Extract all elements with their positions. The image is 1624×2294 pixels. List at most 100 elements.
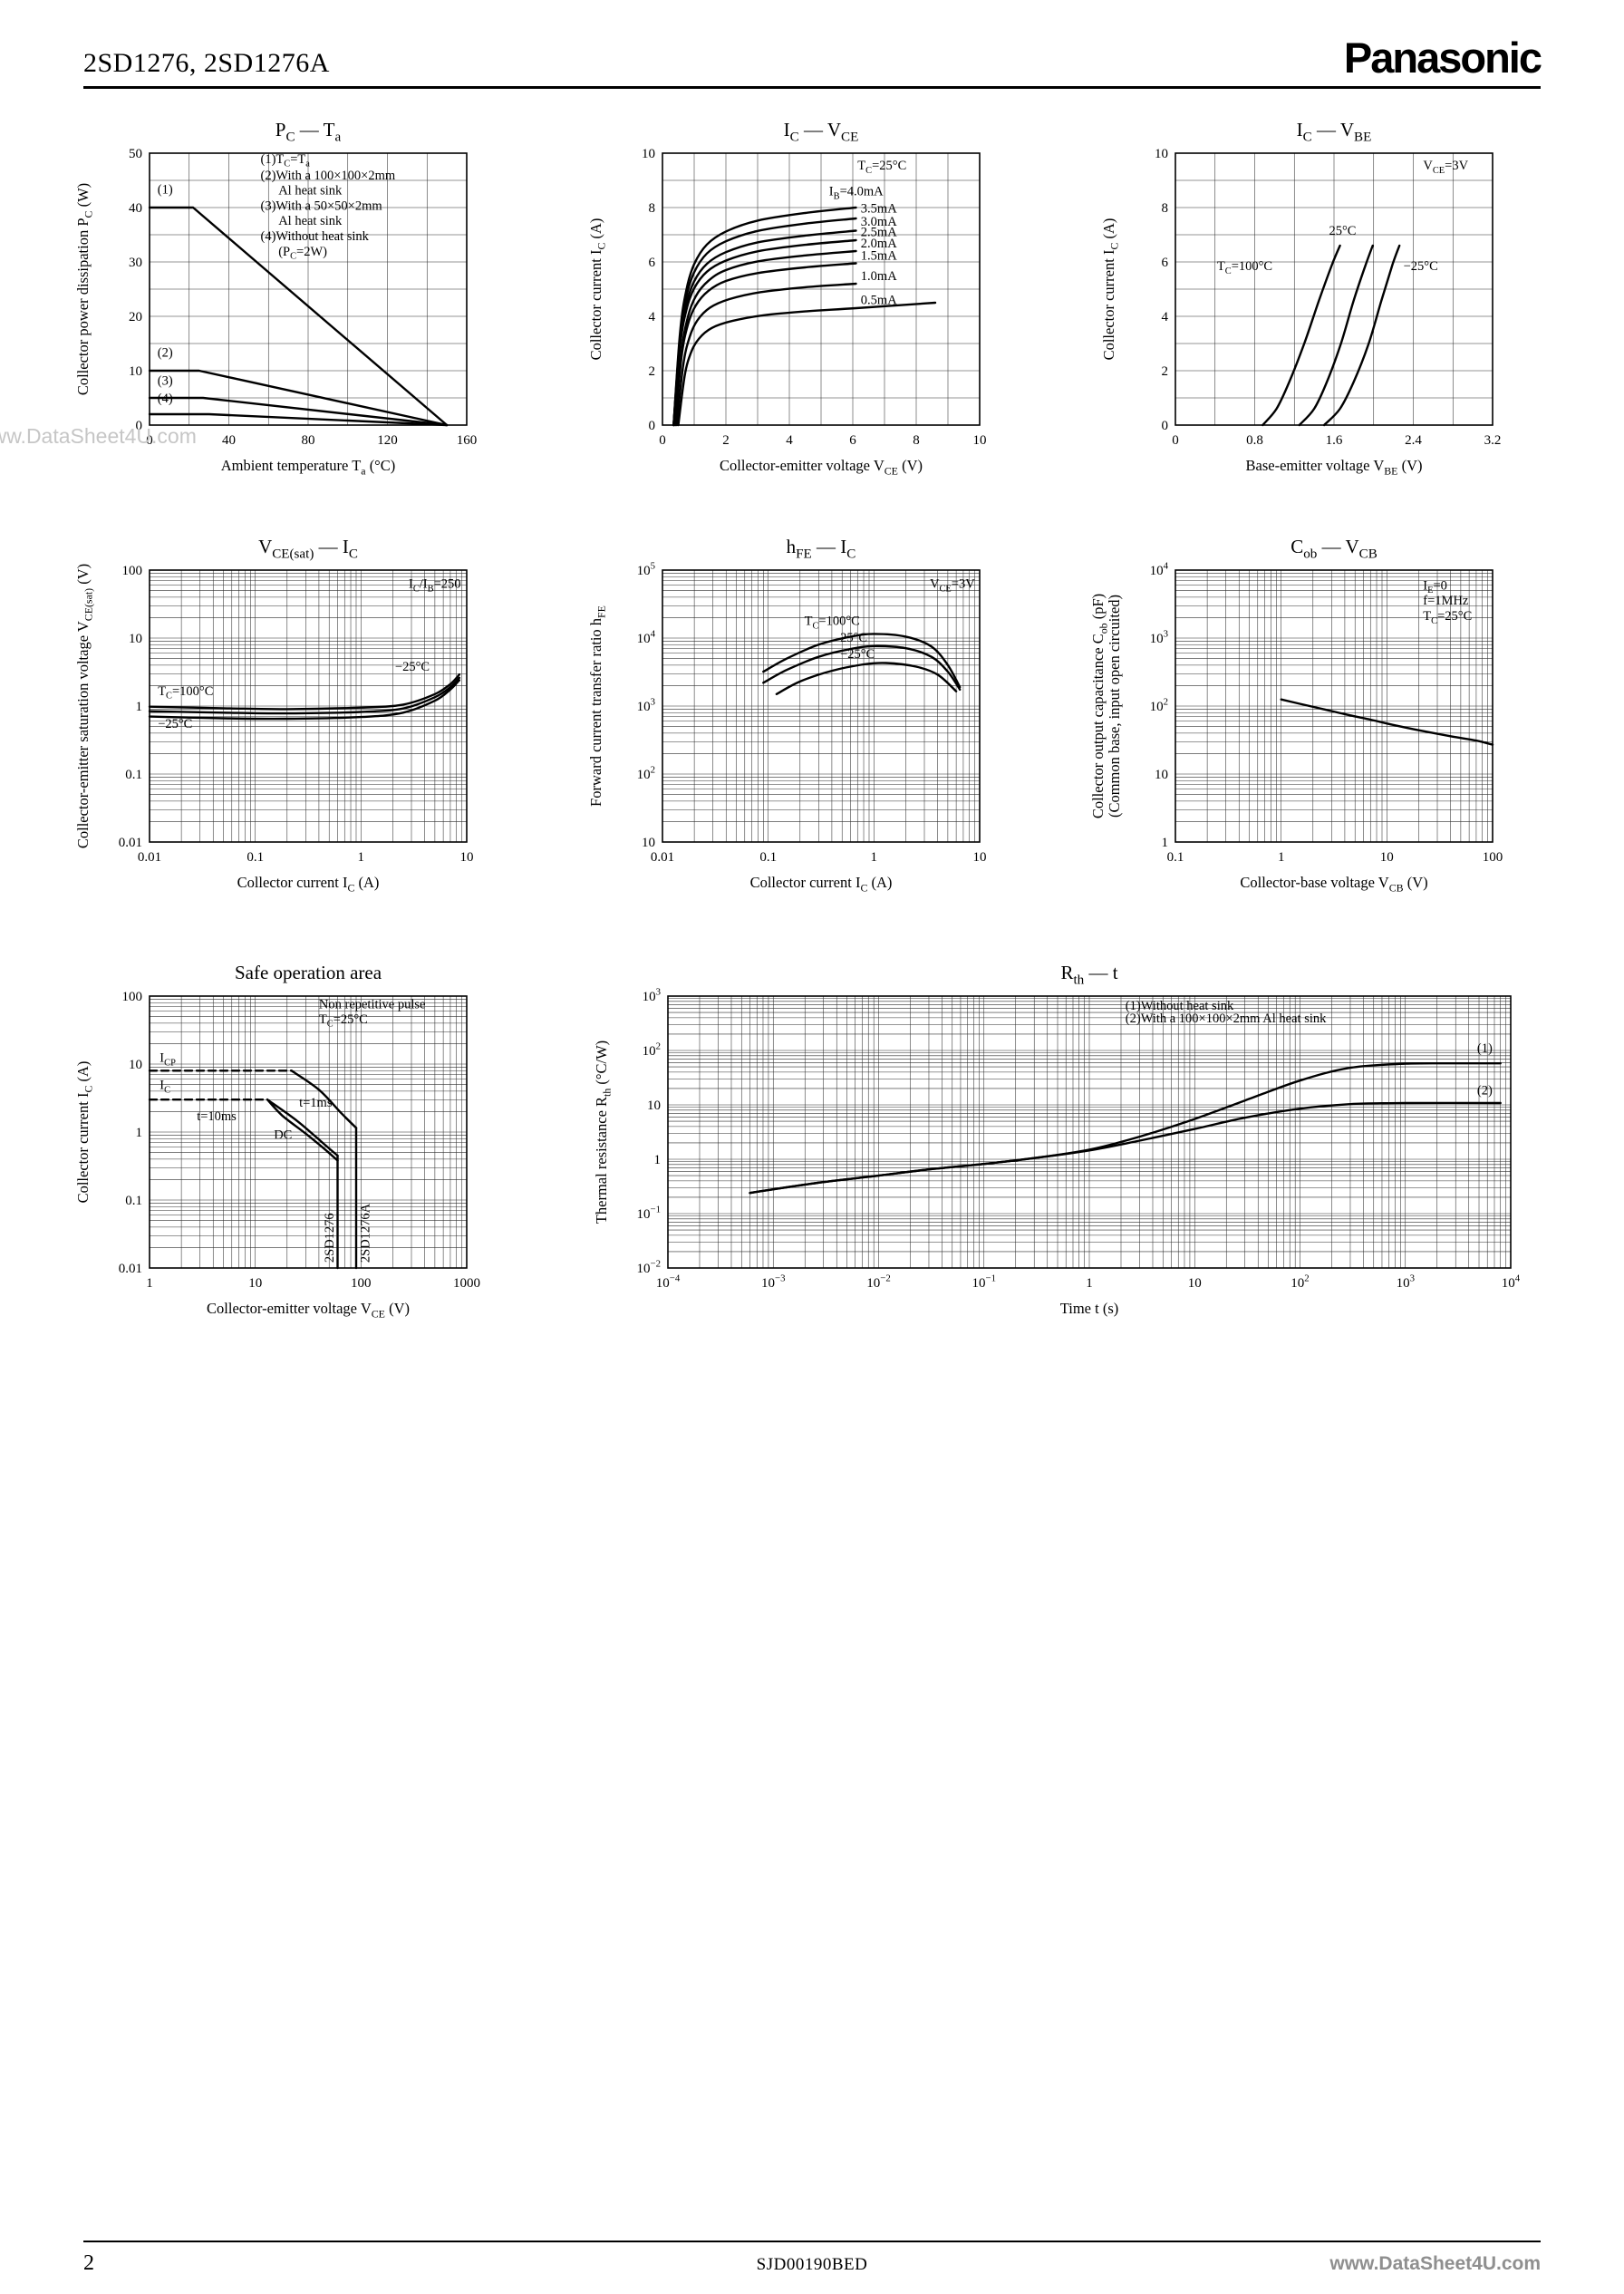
svg-text:6: 6 (649, 256, 656, 270)
svg-text:50: 50 (129, 147, 142, 161)
svg-text:0: 0 (659, 433, 666, 448)
svg-text:4: 4 (1162, 310, 1169, 324)
svg-text:10: 10 (129, 632, 142, 646)
svg-text:TC=25°C: TC=25°C (319, 1012, 368, 1030)
svg-text:104: 104 (1502, 1273, 1521, 1291)
svg-text:hFE — IC: hFE — IC (787, 536, 856, 562)
svg-text:Al heat sink: Al heat sink (278, 214, 343, 228)
svg-text:10: 10 (129, 364, 142, 379)
svg-text:0: 0 (1172, 433, 1179, 448)
svg-text:1.5mA: 1.5mA (861, 249, 897, 264)
footer-rule (83, 2241, 1541, 2242)
svg-text:(PC=2W): (PC=2W) (278, 245, 327, 262)
svg-text:2: 2 (722, 433, 730, 448)
svg-text:1: 1 (1162, 836, 1169, 850)
svg-text:TC=25°C: TC=25°C (1423, 609, 1472, 626)
chart-soa: Safe operation area 1 10 100 1000 0.01 0.1 1 10 1… (63, 955, 535, 1345)
svg-text:(2): (2) (1477, 1084, 1493, 1099)
svg-text:0.01: 0.01 (119, 1262, 142, 1276)
svg-text:2.5mA: 2.5mA (861, 226, 897, 240)
chart-rth-t: Rth — t 10−4 10−3 10−2 10−1 1 10 102 103 104 10−2 1… (582, 955, 1561, 1345)
svg-text:100: 100 (351, 1276, 372, 1291)
svg-text:0.1: 0.1 (125, 768, 142, 782)
svg-text:Collector current IC (A): Collector current IC (A) (750, 874, 893, 894)
svg-text:0: 0 (1162, 419, 1169, 433)
svg-text:0.8: 0.8 (1246, 433, 1263, 448)
svg-text:1000: 1000 (453, 1276, 480, 1291)
chart-ic-vbe: IC — VBE 0 0.8 1.6 2.4 3.2 0 2 4 6 8 10 Base-emitter… (1089, 112, 1561, 502)
svg-text:Al heat sink: Al heat sink (278, 184, 343, 198)
chart-row-2: VCE(sat) — IC 0.01 0.1 1 10 0.01 0.1 1 10 100 Coll… (63, 529, 1561, 919)
svg-text:TC=100°C: TC=100°C (158, 684, 213, 702)
svg-text:102: 102 (1150, 697, 1168, 714)
svg-text:102: 102 (643, 1041, 661, 1059)
svg-text:(2)With a 100×100×2mm Al heat: (2)With a 100×100×2mm Al heat sink (1126, 1011, 1327, 1026)
svg-text:30: 30 (129, 256, 142, 270)
svg-text:1: 1 (1278, 850, 1285, 865)
svg-text:IB=4.0mA: IB=4.0mA (829, 185, 884, 202)
svg-text:8: 8 (913, 433, 920, 448)
svg-text:(1): (1) (158, 182, 173, 197)
svg-text:−25°C: −25°C (158, 717, 192, 731)
svg-text:1: 1 (358, 850, 365, 865)
svg-text:10: 10 (129, 1058, 142, 1072)
svg-text:0.01: 0.01 (119, 836, 142, 850)
svg-text:TC=100°C: TC=100°C (805, 615, 860, 632)
svg-text:0.01: 0.01 (138, 850, 161, 865)
svg-text:IC/IB=250: IC/IB=250 (409, 577, 461, 595)
svg-text:Collector-emitter voltage VCE: Collector-emitter voltage VCE (V) (720, 457, 923, 477)
svg-text:4: 4 (786, 433, 793, 448)
svg-text:(1): (1) (1477, 1041, 1493, 1056)
svg-text:Base-emitter voltage VBE (V): Base-emitter voltage VBE (V) (1246, 457, 1423, 477)
svg-text:t=1ms: t=1ms (299, 1096, 333, 1110)
svg-text:100: 100 (1483, 850, 1503, 865)
svg-text:−25°C: −25°C (1404, 259, 1438, 274)
page-footer: 2 SJD00190BED www.DataSheet4U.com (83, 2241, 1541, 2276)
svg-text:0: 0 (649, 419, 656, 433)
svg-text:(3)With a 50×50×2mm: (3)With a 50×50×2mm (261, 198, 383, 213)
svg-text:40: 40 (222, 433, 236, 448)
svg-text:10: 10 (1188, 1276, 1202, 1291)
svg-text:2: 2 (1162, 364, 1169, 379)
svg-text:(2): (2) (158, 345, 173, 360)
svg-text:PC — Ta: PC — Ta (276, 119, 342, 145)
svg-text:Collector current IC (A): Collector current IC (A) (1100, 218, 1120, 361)
svg-text:(1)Without heat sink: (1)Without heat sink (1126, 999, 1234, 1013)
svg-text:VCE(sat) — IC: VCE(sat) — IC (258, 536, 358, 562)
svg-text:Safe operation area: Safe operation area (235, 962, 382, 983)
svg-text:103: 103 (637, 697, 655, 714)
watermark-footer: www.DataSheet4U.com (1329, 2253, 1541, 2274)
svg-text:103: 103 (643, 987, 661, 1004)
svg-text:10: 10 (1155, 768, 1168, 782)
svg-text:ICP: ICP (160, 1051, 176, 1069)
svg-text:f=1MHz: f=1MHz (1423, 594, 1469, 608)
svg-text:VCE=3V: VCE=3V (930, 577, 975, 595)
doc-code: SJD00190BED (756, 2255, 868, 2274)
svg-text:10−3: 10−3 (761, 1273, 786, 1291)
svg-text:Non repetitive pulse: Non repetitive pulse (319, 998, 426, 1012)
svg-text:10−4: 10−4 (656, 1273, 681, 1291)
svg-text:10: 10 (973, 433, 987, 448)
svg-text:8: 8 (1162, 201, 1169, 216)
chart-row-3: Safe operation area 1 10 100 1000 0.01 0.1 1 10 1… (63, 955, 1561, 1345)
svg-text:10: 10 (1155, 147, 1168, 161)
part-number: 2SD1276, 2SD1276A (83, 48, 330, 78)
svg-text:Collector-emitter saturation v: Collector-emitter saturation voltage VCE… (74, 564, 94, 848)
svg-text:120: 120 (377, 433, 398, 448)
svg-text:2SD1276: 2SD1276 (323, 1213, 337, 1263)
svg-text:Ambient temperature Ta (°C): Ambient temperature Ta (°C) (221, 457, 396, 477)
svg-text:10: 10 (642, 147, 655, 161)
watermark-left: www.DataSheet4U.com (0, 424, 197, 448)
svg-text:0.5mA: 0.5mA (861, 294, 897, 308)
chart-vcesat-ic: VCE(sat) — IC 0.01 0.1 1 10 0.01 0.1 1 10 100 Coll… (63, 529, 535, 919)
svg-text:10−2: 10−2 (866, 1273, 891, 1291)
svg-text:−25°C: −25°C (395, 660, 430, 674)
svg-text:Forward current transfer ratio: Forward current transfer ratio hFE (587, 605, 607, 807)
svg-text:20: 20 (129, 310, 142, 324)
svg-text:104: 104 (1150, 561, 1169, 578)
svg-text:10: 10 (460, 850, 474, 865)
svg-text:Collector-emitter voltage VCE: Collector-emitter voltage VCE (V) (207, 1300, 410, 1320)
svg-text:IC: IC (160, 1079, 170, 1096)
svg-text:25°C: 25°C (840, 631, 867, 645)
